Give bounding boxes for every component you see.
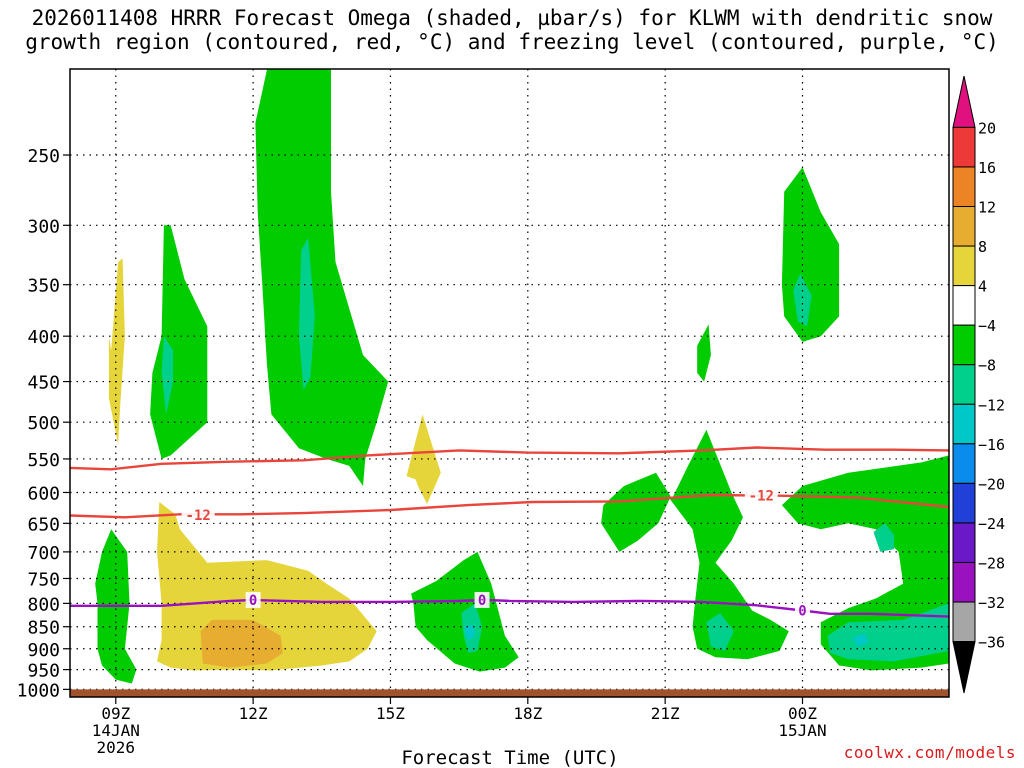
colorbar-label-2: 12 <box>978 199 996 217</box>
title-line-1: 2026011408 HRRR Forecast Omega (shaded, … <box>31 6 993 30</box>
colorbar: 20 16 12 8 4 −4 −8 −12 −16 −20 −24 −28 −32 −36 <box>952 75 1005 694</box>
colorbar-top-arrow <box>952 75 976 128</box>
contour-label-1: -12 <box>749 489 774 505</box>
colorbar-bin-9 <box>952 443 976 484</box>
y-tick-label-250: 250 <box>27 146 60 167</box>
omega-region-up-late-top-core <box>793 273 812 327</box>
x-tick-label-9-1: 14JAN <box>92 721 140 740</box>
omega-region-up-12z-core <box>298 237 315 390</box>
omega-region-down-15z <box>406 414 441 504</box>
y-tick-label-550: 550 <box>27 450 60 471</box>
x-tick-label-15-0: 15Z <box>376 704 405 723</box>
x-axis-title: Forecast Time (UTC) <box>401 747 618 768</box>
colorbar-bin-7 <box>952 364 976 405</box>
colorbar-label-9: −20 <box>978 475 1005 493</box>
y-tick-label-900: 900 <box>27 640 60 661</box>
colorbar-bin-6 <box>952 324 976 366</box>
omega-region-up-early-core <box>161 336 173 415</box>
colorbar-bin-8 <box>952 403 976 445</box>
y-tick-label-300: 300 <box>27 216 60 237</box>
x-tick-label-9-2: 2026 <box>97 738 136 757</box>
contour-label-bg-2 <box>245 591 261 608</box>
colorbar-bin-4 <box>952 245 976 287</box>
colorbar-label-3: 8 <box>978 238 987 256</box>
x-tick-label-24-1: 15JAN <box>778 721 826 740</box>
colorbar-label-11: −28 <box>978 554 1005 572</box>
colorbar-label-12: −32 <box>978 594 1005 612</box>
colorbar-label-5: −4 <box>978 317 996 335</box>
colorbar-label-1: 16 <box>978 159 996 177</box>
contour-label-bg-1 <box>744 487 778 504</box>
colorbar-bin-3 <box>952 206 976 247</box>
omega-region-up-21z-small <box>697 324 711 382</box>
colorbar-bin-1 <box>952 126 976 168</box>
plot-frame <box>69 68 950 698</box>
colorbar-bin-2 <box>952 166 976 208</box>
omega-region-up-12z <box>255 69 389 486</box>
y-tick-label-750: 750 <box>27 569 60 590</box>
y-tick-label-700: 700 <box>27 543 60 564</box>
contour-label-0: -12 <box>186 508 211 524</box>
x-tick-label-12-0: 12Z <box>239 704 268 723</box>
omega-region-up-late-right-core-c <box>852 633 869 647</box>
colorbar-label-0: 20 <box>978 119 996 137</box>
colorbar-bottom-arrow <box>952 641 976 694</box>
colorbar-label-8: −16 <box>978 436 1005 454</box>
y-tick-label-650: 650 <box>27 514 60 535</box>
colorbar-bin-10 <box>952 482 976 524</box>
y-tick-label-350: 350 <box>27 276 60 297</box>
omega-region-down-low-core <box>200 619 283 668</box>
y-tick-label-500: 500 <box>27 413 60 434</box>
y-tick-label-850: 850 <box>27 618 60 639</box>
x-tick-label-18-0: 18Z <box>513 704 542 723</box>
colorbar-bin-12 <box>952 561 976 603</box>
terrain-band <box>70 689 949 697</box>
x-tick-label-24-0: 00Z <box>788 704 817 723</box>
omega-region-up-late-right <box>781 455 949 671</box>
y-tick-label-1000: 1000 <box>17 680 60 701</box>
gridlines <box>70 69 949 697</box>
colorbar-bin-5 <box>952 285 976 326</box>
colorbar-label-6: −8 <box>978 357 996 375</box>
omega-region-down-early <box>108 258 125 445</box>
colorbar-label-10: −24 <box>978 515 1005 533</box>
colorbar-bin-13 <box>952 601 976 643</box>
x-tick-label-9-0: 09Z <box>101 704 130 723</box>
colorbar-label-4: 4 <box>978 278 987 296</box>
y-tick-label-950: 950 <box>27 661 60 682</box>
colorbar-label-7: −12 <box>978 396 1005 414</box>
x-tick-label-21-0: 21Z <box>651 704 680 723</box>
chart-title: 2026011408 HRRR Forecast Omega (shaded, … <box>0 6 1024 54</box>
contour-label-3: 0 <box>478 593 486 609</box>
omega-region-up-17z-core2 <box>463 624 476 641</box>
omega-region-up-early <box>150 225 208 459</box>
colorbar-label-13: −36 <box>978 634 1005 652</box>
title-line-2: growth region (contoured, red, °C) and f… <box>25 30 999 54</box>
contour-label-4: 0 <box>798 604 806 620</box>
credit-link[interactable]: coolwx.com/models <box>843 743 1016 762</box>
omega-region-up-21z-mid <box>601 429 789 660</box>
omega-shaded-regions <box>95 69 949 684</box>
contour-label-2: 0 <box>249 593 257 609</box>
omega-region-up-21z-mid-core <box>706 612 734 651</box>
contour-labels: -12 -12 0 0 0 <box>181 487 810 620</box>
omega-region-up-late-right-core-a <box>873 523 895 552</box>
contour-label-bg-3 <box>474 591 490 608</box>
y-tick-label-800: 800 <box>27 594 60 615</box>
y-axis: 2503003504004505005506006507007508008509… <box>17 146 70 701</box>
contour-label-bg-4 <box>795 602 810 619</box>
y-tick-label-450: 450 <box>27 373 60 394</box>
contour-dgz-lower <box>70 493 949 519</box>
y-tick-label-400: 400 <box>27 327 60 348</box>
omega-region-up-late-right-core-b <box>827 603 949 662</box>
y-tick-label-600: 600 <box>27 483 60 504</box>
contour-label-bg-0 <box>181 506 215 523</box>
colorbar-bin-11 <box>952 522 976 563</box>
contour-dgz-upper <box>70 446 949 471</box>
